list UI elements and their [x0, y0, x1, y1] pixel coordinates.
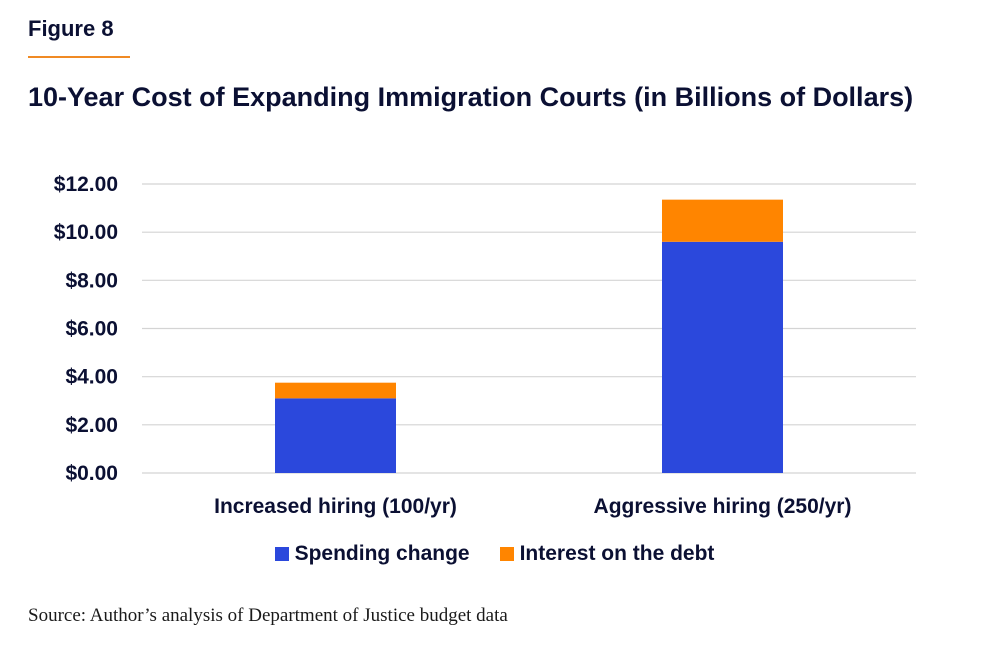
- legend-label-interest-on-the-debt: Interest on the debt: [519, 542, 715, 565]
- x-axis-category-labels: Increased hiring (100/yr) Aggressive hiri…: [214, 495, 851, 518]
- gridlines: [142, 183, 916, 474]
- figure-label-underline: [28, 56, 130, 58]
- legend-swatch-spending-change: [274, 547, 289, 561]
- y-tick-label-3: $6.00: [65, 318, 118, 341]
- y-tick-label-2: $4.00: [65, 366, 118, 389]
- bar-spending-change-1: [662, 241, 783, 473]
- legend-label-spending-change: Spending change: [294, 542, 470, 565]
- y-tick-label-4: $8.00: [65, 269, 118, 292]
- legend-item-interest-on-the-debt: Interest on the debt: [499, 542, 715, 566]
- stacked-bar-chart: $0.00 $2.00 $4.00 $6.00 $8.00 $10.00 $12.00 In…: [54, 173, 916, 518]
- x-category-label-1: Aggressive hiring (250/yr): [594, 495, 852, 518]
- chart-title: 10-Year Cost of Expanding Immigration Co…: [28, 82, 914, 112]
- bar-spending-change-0: [275, 398, 396, 473]
- x-category-label-0: Increased hiring (100/yr): [214, 495, 457, 518]
- bar-interest-on-the-debt-1: [662, 199, 783, 242]
- y-tick-label-1: $2.00: [65, 414, 118, 437]
- y-tick-label-0: $0.00: [65, 462, 118, 485]
- y-tick-label-5: $10.00: [54, 221, 118, 244]
- figure-label: Figure 8: [28, 16, 114, 41]
- bars: [275, 199, 783, 473]
- legend-swatch-interest-on-the-debt: [499, 547, 514, 561]
- legend-item-spending-change: Spending change: [274, 542, 470, 566]
- bar-interest-on-the-debt-0: [275, 382, 396, 399]
- y-axis-tick-labels: $0.00 $2.00 $4.00 $6.00 $8.00 $10.00 $12.00: [54, 173, 118, 485]
- legend: Spending change Interest on the debt: [0, 542, 989, 566]
- source-note: Source: Author’s analysis of Department …: [28, 605, 508, 626]
- y-tick-label-6: $12.00: [54, 173, 118, 196]
